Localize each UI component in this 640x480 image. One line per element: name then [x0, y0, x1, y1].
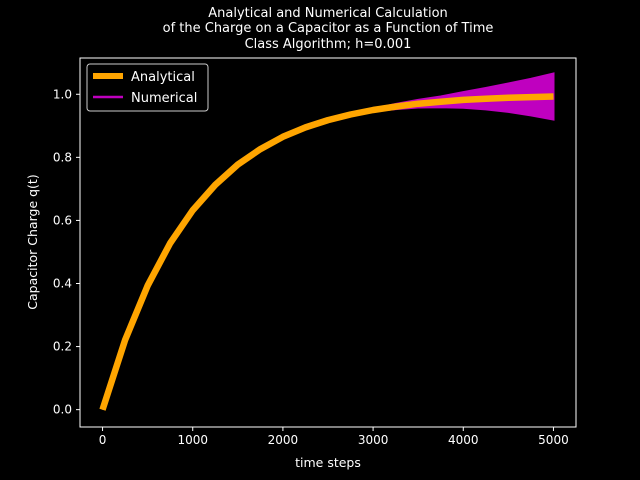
y-tick-label: 0.6	[53, 213, 72, 227]
y-axis-label: Capacitor Charge q(t)	[25, 174, 40, 309]
plot-area	[99, 72, 555, 411]
axes-frame	[79, 57, 577, 428]
y-tick-label: 0.2	[53, 340, 72, 354]
axes: 0 1000 2000 3000 4000 5000 0.0 0.2 0.4 0.6 0.8 1.0	[53, 57, 577, 447]
x-tick-label: 4000	[448, 433, 479, 447]
x-tick-label: 0	[99, 433, 107, 447]
legend-analytical-label: Analytical	[131, 70, 195, 85]
x-tick-label: 2000	[268, 433, 299, 447]
chart-title-line-3: Class Algorithm; h=0.001	[245, 37, 412, 52]
legend: Analytical Numerical	[86, 63, 209, 112]
x-tick-label: 5000	[538, 433, 569, 447]
y-tick-label: 0.0	[53, 403, 72, 417]
x-tick-label: 3000	[358, 433, 389, 447]
y-tick-label: 1.0	[53, 87, 72, 101]
y-tick-label: 0.4	[53, 277, 72, 291]
chart-title-line-1: Analytical and Numerical Calculation	[208, 6, 448, 21]
chart-title-line-2: of the Charge on a Capacitor as a Functi…	[163, 21, 494, 36]
analytical-series-line	[99, 93, 554, 411]
y-tick-label: 0.8	[53, 150, 72, 164]
x-axis-label: time steps	[295, 455, 361, 470]
x-tick-label: 1000	[177, 433, 208, 447]
legend-numerical-label: Numerical	[131, 91, 197, 106]
